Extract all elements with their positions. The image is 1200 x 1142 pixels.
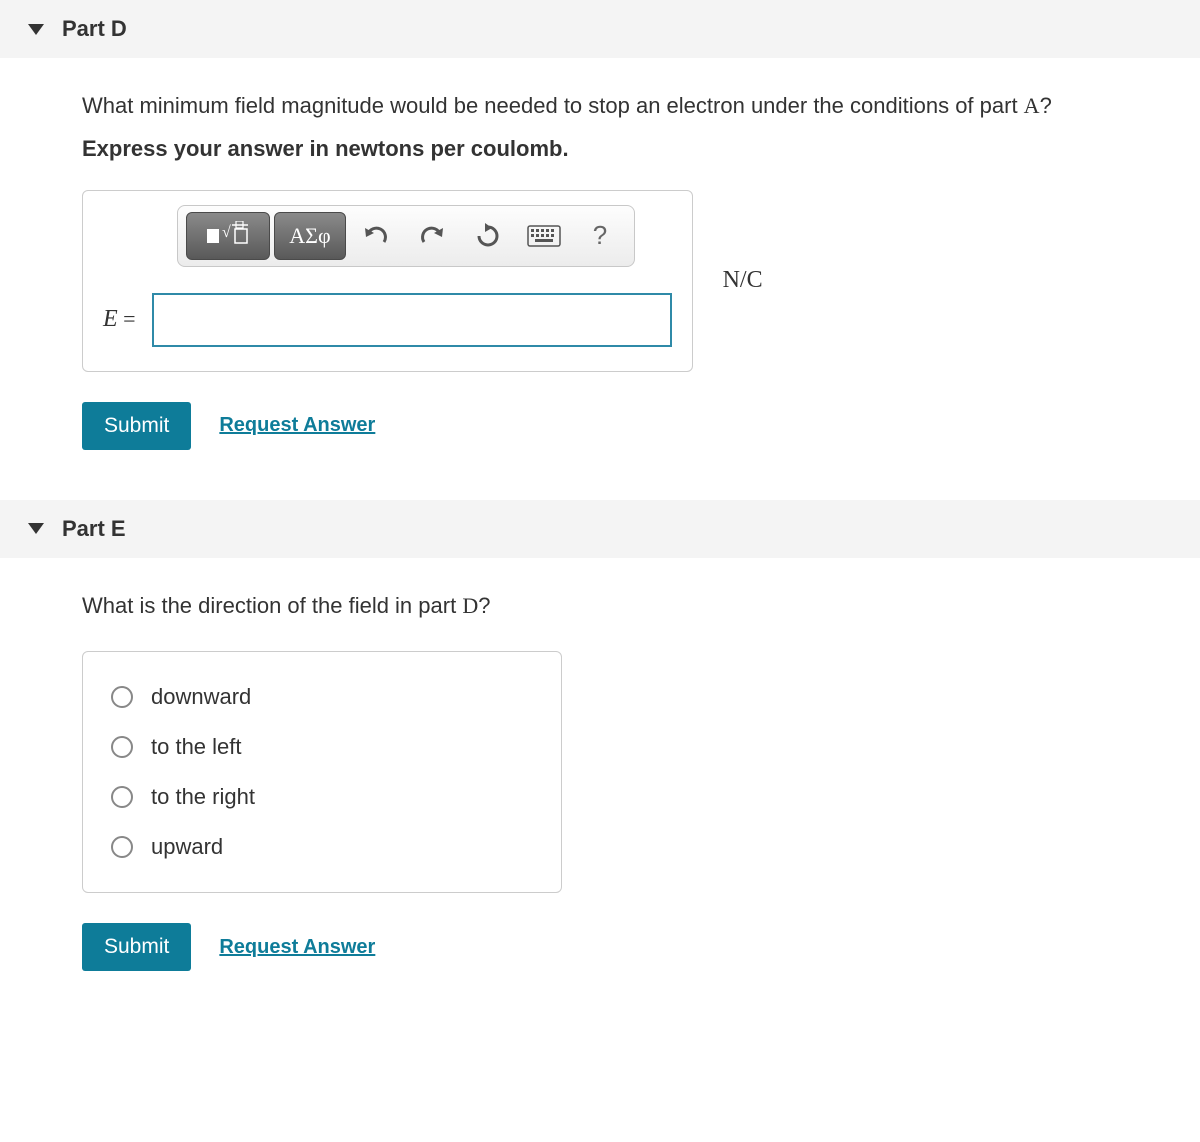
help-button[interactable]: ? bbox=[574, 212, 626, 260]
part-d-body: What minimum field magnitude would be ne… bbox=[0, 58, 1200, 500]
option-right[interactable]: to the right bbox=[111, 772, 533, 822]
option-downward[interactable]: downward bbox=[111, 672, 533, 722]
request-answer-link[interactable]: Request Answer bbox=[219, 414, 375, 437]
submit-button[interactable]: Submit bbox=[82, 402, 191, 450]
radio-icon[interactable] bbox=[111, 786, 133, 808]
collapse-icon bbox=[28, 24, 44, 35]
options-box: downward to the left to the right upward bbox=[82, 651, 562, 893]
part-d-question: What minimum field magnitude would be ne… bbox=[82, 86, 1200, 126]
option-label: upward bbox=[151, 834, 223, 860]
svg-text:√: √ bbox=[222, 224, 231, 241]
part-e-body: What is the direction of the field in pa… bbox=[0, 558, 1200, 1022]
reset-icon bbox=[474, 223, 502, 249]
option-label: to the right bbox=[151, 784, 255, 810]
option-label: to the left bbox=[151, 734, 242, 760]
equation-toolbar: √ ΑΣφ bbox=[177, 205, 635, 267]
question-var: D bbox=[462, 593, 478, 618]
templates-button[interactable]: √ bbox=[186, 212, 270, 260]
part-d-title: Part D bbox=[62, 16, 127, 42]
reset-button[interactable] bbox=[462, 212, 514, 260]
radio-icon[interactable] bbox=[111, 736, 133, 758]
option-upward[interactable]: upward bbox=[111, 822, 533, 872]
page-container: Part D What minimum field magnitude woul… bbox=[0, 0, 1200, 1021]
request-answer-link[interactable]: Request Answer bbox=[219, 936, 375, 959]
redo-icon bbox=[418, 224, 446, 248]
part-d-actions: Submit Request Answer bbox=[82, 402, 1200, 450]
answer-input[interactable] bbox=[152, 293, 672, 347]
redo-button[interactable] bbox=[406, 212, 458, 260]
part-e-actions: Submit Request Answer bbox=[82, 923, 1200, 971]
collapse-icon bbox=[28, 523, 44, 534]
part-e-question: What is the direction of the field in pa… bbox=[82, 586, 1200, 626]
question-text: What is the direction of the field in pa… bbox=[82, 593, 462, 618]
keyboard-icon bbox=[527, 225, 561, 247]
question-var: A bbox=[1024, 93, 1040, 118]
undo-icon bbox=[362, 224, 390, 248]
option-label: downward bbox=[151, 684, 251, 710]
templates-icon: √ bbox=[206, 221, 250, 251]
greek-button[interactable]: ΑΣφ bbox=[274, 212, 346, 260]
radio-icon[interactable] bbox=[111, 836, 133, 858]
part-e-title: Part E bbox=[62, 516, 126, 542]
unit-label: N/C bbox=[723, 267, 763, 294]
part-d-header[interactable]: Part D bbox=[0, 0, 1200, 58]
variable-label: E = bbox=[103, 306, 136, 333]
input-row: E = bbox=[103, 293, 672, 347]
submit-button[interactable]: Submit bbox=[82, 923, 191, 971]
part-e-header[interactable]: Part E bbox=[0, 500, 1200, 558]
answer-box: √ ΑΣφ bbox=[82, 190, 693, 372]
question-suffix: ? bbox=[1040, 93, 1052, 118]
question-suffix: ? bbox=[478, 593, 490, 618]
question-text: What minimum field magnitude would be ne… bbox=[82, 93, 1024, 118]
radio-icon[interactable] bbox=[111, 686, 133, 708]
undo-button[interactable] bbox=[350, 212, 402, 260]
part-d-instruction: Express your answer in newtons per coulo… bbox=[82, 136, 1200, 162]
option-left[interactable]: to the left bbox=[111, 722, 533, 772]
keyboard-button[interactable] bbox=[518, 212, 570, 260]
